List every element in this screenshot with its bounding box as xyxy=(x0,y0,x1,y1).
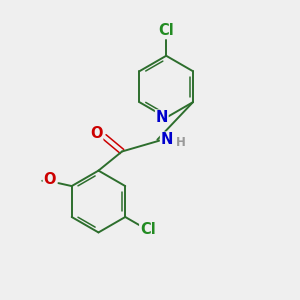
Text: O: O xyxy=(90,126,103,141)
Text: N: N xyxy=(156,110,168,125)
Text: H: H xyxy=(176,136,185,148)
Text: N: N xyxy=(160,132,173,147)
Text: O: O xyxy=(44,172,56,187)
Text: Cl: Cl xyxy=(158,23,174,38)
Text: Cl: Cl xyxy=(140,222,156,237)
